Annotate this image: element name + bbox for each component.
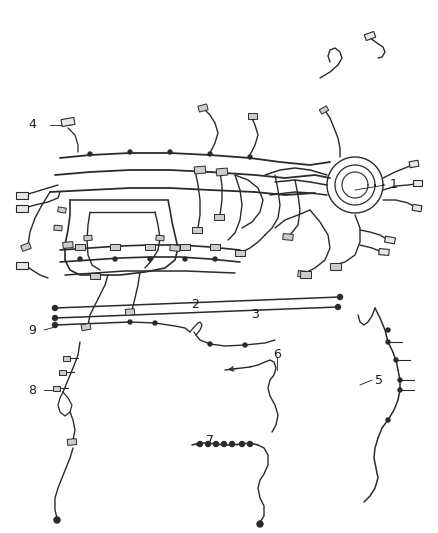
Bar (110, 244, 120, 250)
Bar (21, 243, 31, 252)
Bar (210, 244, 220, 250)
Circle shape (53, 316, 57, 320)
Circle shape (113, 257, 117, 261)
Bar (364, 31, 376, 41)
Bar (63, 356, 70, 360)
Circle shape (153, 321, 157, 325)
Circle shape (257, 521, 263, 527)
Bar (16, 205, 28, 212)
Bar (214, 214, 224, 220)
Circle shape (398, 388, 402, 392)
Circle shape (213, 441, 219, 447)
Bar (156, 235, 164, 241)
Bar (53, 385, 60, 391)
Bar (409, 160, 419, 168)
Circle shape (205, 441, 211, 447)
Circle shape (240, 441, 244, 447)
Bar (63, 241, 73, 248)
Circle shape (88, 152, 92, 156)
Text: 9: 9 (28, 324, 36, 336)
Bar (379, 248, 389, 255)
Circle shape (54, 517, 60, 523)
Bar (319, 106, 328, 114)
Circle shape (398, 378, 402, 382)
Circle shape (338, 295, 343, 300)
Circle shape (386, 340, 390, 344)
Circle shape (248, 155, 252, 159)
Circle shape (128, 150, 132, 154)
Text: 3: 3 (251, 309, 259, 321)
Bar (84, 235, 92, 241)
Circle shape (208, 342, 212, 346)
Bar (198, 104, 208, 112)
Circle shape (128, 320, 132, 324)
Bar (329, 262, 340, 270)
Circle shape (230, 441, 234, 447)
Bar (125, 309, 135, 316)
Circle shape (247, 441, 252, 447)
Circle shape (53, 322, 57, 327)
Text: 5: 5 (375, 374, 383, 386)
Bar (283, 233, 293, 240)
Circle shape (386, 418, 390, 422)
Bar (75, 244, 85, 250)
Text: 2: 2 (191, 298, 199, 311)
Circle shape (78, 257, 82, 261)
Bar (16, 191, 28, 198)
Bar (61, 117, 75, 126)
Text: 7: 7 (206, 433, 214, 447)
Bar (412, 204, 422, 212)
Text: 4: 4 (28, 118, 36, 132)
Bar (194, 166, 206, 174)
Circle shape (222, 441, 226, 447)
Text: 6: 6 (273, 349, 281, 361)
Bar (180, 244, 190, 250)
Text: 8: 8 (28, 384, 36, 397)
Bar (90, 273, 100, 279)
Bar (145, 244, 155, 250)
Bar (16, 262, 28, 269)
Bar (247, 113, 257, 119)
Circle shape (168, 150, 172, 154)
Circle shape (394, 358, 398, 362)
Circle shape (213, 257, 217, 261)
Bar (298, 271, 308, 277)
Circle shape (198, 441, 202, 447)
Bar (235, 250, 245, 256)
Bar (67, 439, 77, 446)
Bar (54, 225, 62, 231)
Bar (192, 227, 202, 233)
Circle shape (386, 328, 390, 332)
Bar (385, 236, 396, 244)
Text: 1: 1 (390, 179, 398, 191)
Bar (81, 323, 91, 331)
Circle shape (243, 343, 247, 347)
Bar (413, 180, 421, 186)
Circle shape (208, 152, 212, 156)
Circle shape (148, 257, 152, 261)
Bar (59, 369, 66, 375)
Bar (58, 207, 67, 213)
Bar (216, 168, 228, 176)
Circle shape (53, 305, 57, 311)
Bar (170, 245, 180, 252)
Bar (300, 271, 311, 278)
Circle shape (336, 304, 340, 310)
Circle shape (183, 257, 187, 261)
